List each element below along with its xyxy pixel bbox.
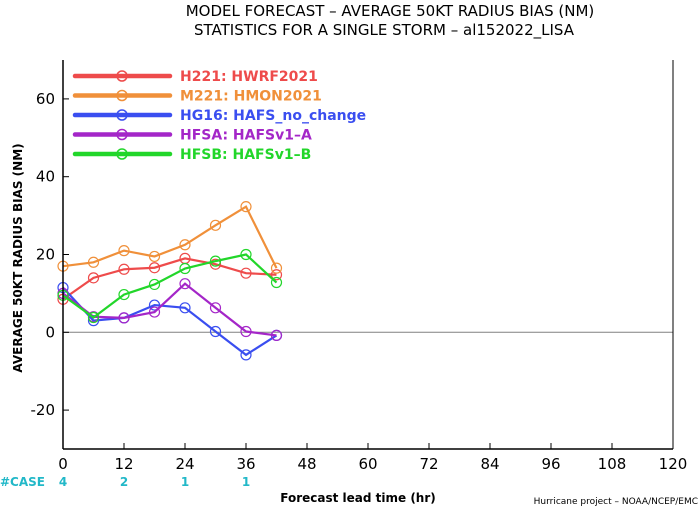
chart-title-line-1: MODEL FORECAST – AVERAGE 50KT RADIUS BIA… xyxy=(186,2,595,20)
x-tick-label: 12 xyxy=(114,455,133,473)
series-4 xyxy=(57,278,283,342)
legend-label: M221: HMON2021 xyxy=(180,89,322,105)
x-tick-label: 120 xyxy=(659,455,688,473)
data-point xyxy=(240,201,252,213)
data-point xyxy=(87,256,100,268)
x-tick-label: 60 xyxy=(358,455,377,473)
case-counts: 4 2 1 1 xyxy=(59,475,250,489)
x-tick-label: 72 xyxy=(419,455,438,473)
case-count: 1 xyxy=(181,475,189,489)
data-point xyxy=(148,262,161,274)
data-point xyxy=(179,278,191,290)
data-point xyxy=(240,267,252,279)
data-point xyxy=(148,299,161,311)
legend-label: HG16: HAFS_no_change xyxy=(180,108,366,124)
legend-entry-4: HFSA: HAFSv1–A xyxy=(72,128,312,144)
y-tick-label: -20 xyxy=(31,401,56,419)
data-point xyxy=(209,258,222,270)
data-point xyxy=(209,255,222,267)
legend-label: HFSB: HAFSv1–B xyxy=(180,147,311,163)
legend-entry-1: H221: HWRF2021 xyxy=(72,69,318,85)
data-point xyxy=(118,263,130,275)
data-point xyxy=(240,349,252,361)
data-point xyxy=(209,302,222,314)
data-point xyxy=(270,262,283,274)
y-axis-label: AVERAGE 50KT RADIUS BIAS (NM) xyxy=(11,143,25,372)
legend: H221: HWRF2021 M221: HMON2021 HG16: HAFS_n… xyxy=(72,69,366,163)
data-point xyxy=(179,239,191,251)
series-line xyxy=(62,257,277,301)
x-tick-label: 84 xyxy=(480,455,499,473)
y-tick-label: 0 xyxy=(45,323,55,341)
data-point xyxy=(209,219,222,231)
case-count: 2 xyxy=(120,475,128,489)
data-point xyxy=(179,302,191,314)
legend-entry-2: M221: HMON2021 xyxy=(72,89,322,105)
legend-label: HFSA: HAFSv1–A xyxy=(180,128,312,144)
legend-marker xyxy=(116,109,128,121)
data-point xyxy=(148,278,161,291)
legend-marker xyxy=(116,89,128,102)
y-tick-label: 20 xyxy=(36,246,55,264)
series-1 xyxy=(57,252,283,305)
x-axis-label: Forecast lead time (hr) xyxy=(280,491,436,505)
data-point xyxy=(209,325,222,338)
x-tick-label: 0 xyxy=(58,455,68,473)
data-point xyxy=(118,288,130,301)
x-tick-label: 96 xyxy=(541,455,560,473)
x-tick-label: 108 xyxy=(598,455,627,473)
credit-text: Hurricane project – NOAA/NCEP/EMC xyxy=(534,497,698,506)
data-point xyxy=(240,248,252,261)
data-point xyxy=(87,311,100,324)
data-point xyxy=(270,269,283,281)
data-point xyxy=(148,250,161,263)
legend-entry-5: HFSB: HAFSv1–B xyxy=(72,147,311,163)
x-tick-label: 48 xyxy=(297,455,316,473)
data-point xyxy=(270,276,283,289)
data-point xyxy=(270,329,283,342)
legend-marker xyxy=(116,70,128,82)
case-count: 4 xyxy=(59,475,67,489)
y-tick-label: 60 xyxy=(36,90,55,108)
legend-marker xyxy=(116,148,128,160)
chart-title-line-2: STATISTICS FOR A SINGLE STORM – al152022… xyxy=(194,21,575,40)
x-tick-label: 24 xyxy=(175,455,194,473)
legend-entry-3: HG16: HAFS_no_change xyxy=(72,108,366,124)
data-point xyxy=(87,272,100,284)
plot-area: 0 12 24 36 48 60 72 84 96 108 120 -20 0 20 40 60 xyxy=(31,60,688,473)
case-count: 1 xyxy=(242,475,250,489)
data-point xyxy=(148,306,161,318)
y-tick-label: 40 xyxy=(36,168,55,186)
legend-label: H221: HWRF2021 xyxy=(180,69,318,85)
legend-marker xyxy=(116,128,128,141)
x-tick-label: 36 xyxy=(236,455,255,473)
data-point xyxy=(179,262,191,275)
data-point xyxy=(118,312,130,324)
series-line xyxy=(62,282,277,337)
data-point xyxy=(240,325,252,338)
case-label: #CASE xyxy=(0,475,45,489)
series-2 xyxy=(57,201,283,274)
data-point xyxy=(118,245,130,257)
